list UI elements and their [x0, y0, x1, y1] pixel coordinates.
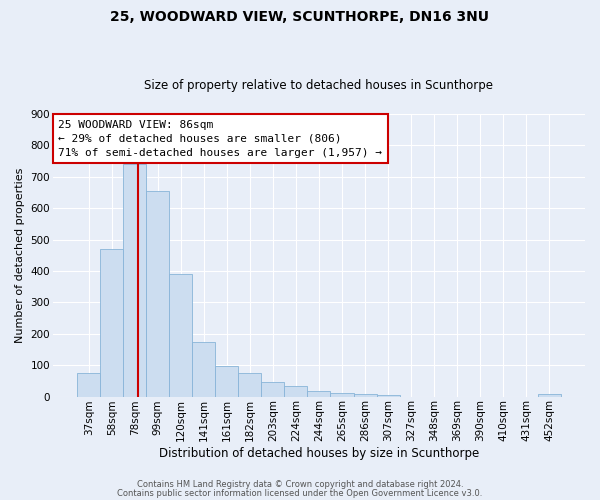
- Bar: [169, 274, 193, 396]
- Bar: [77, 373, 100, 396]
- Text: Contains public sector information licensed under the Open Government Licence v3: Contains public sector information licen…: [118, 488, 482, 498]
- Text: 25 WOODWARD VIEW: 86sqm
← 29% of detached houses are smaller (806)
71% of semi-d: 25 WOODWARD VIEW: 86sqm ← 29% of detache…: [58, 120, 382, 158]
- Bar: [353, 394, 377, 396]
- Y-axis label: Number of detached properties: Number of detached properties: [15, 168, 25, 343]
- X-axis label: Distribution of detached houses by size in Scunthorpe: Distribution of detached houses by size …: [159, 447, 479, 460]
- Bar: [215, 366, 238, 396]
- Bar: [307, 391, 331, 396]
- Bar: [538, 394, 561, 396]
- Title: Size of property relative to detached houses in Scunthorpe: Size of property relative to detached ho…: [145, 79, 493, 92]
- Bar: [377, 395, 400, 396]
- Bar: [123, 164, 146, 396]
- Bar: [262, 382, 284, 396]
- Text: Contains HM Land Registry data © Crown copyright and database right 2024.: Contains HM Land Registry data © Crown c…: [137, 480, 463, 489]
- Bar: [100, 249, 123, 396]
- Bar: [238, 373, 262, 396]
- Bar: [146, 191, 169, 396]
- Text: 25, WOODWARD VIEW, SCUNTHORPE, DN16 3NU: 25, WOODWARD VIEW, SCUNTHORPE, DN16 3NU: [110, 10, 490, 24]
- Bar: [331, 394, 353, 396]
- Bar: [284, 386, 307, 396]
- Bar: [193, 342, 215, 396]
